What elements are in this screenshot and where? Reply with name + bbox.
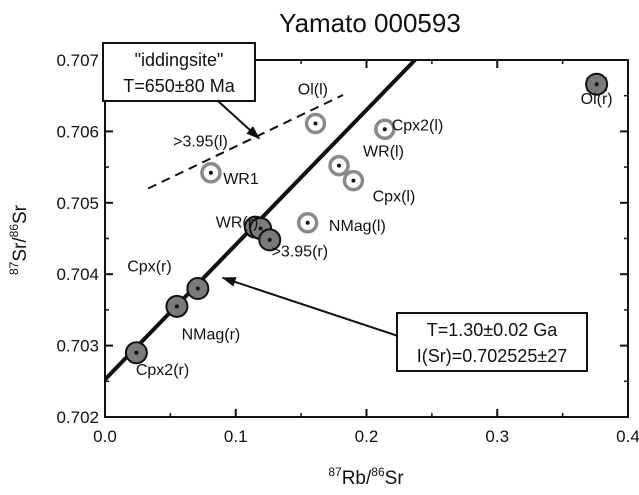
leachate-point	[296, 212, 319, 234]
annotation-line: T=650±80 Ma	[123, 76, 235, 96]
point-label: WR(l)	[363, 144, 404, 161]
point-label: Cpx(r)	[127, 259, 171, 276]
residue-point	[165, 294, 189, 318]
x-label-main: Rb/	[342, 468, 372, 489]
y-label-sup: 87	[7, 261, 21, 275]
point-label: NMag(r)	[182, 326, 241, 343]
point-label: >3.95(l)	[173, 134, 228, 151]
leachate-point-center	[208, 170, 213, 175]
x-tick-label: 0.1	[224, 427, 248, 446]
x-tick-label: 0.0	[93, 427, 117, 446]
leachate-point	[200, 162, 222, 184]
point-label: NMag(l)	[329, 218, 386, 235]
point-label: Ol(r)	[581, 91, 613, 108]
tick-labels: 0.0 0.1 0.2 0.3 0.4 0.702 0.703 0.704 0.705 0.706…	[56, 51, 639, 446]
y-tick-label: 0.705	[56, 194, 99, 213]
residue-point-center	[267, 237, 272, 242]
y-label-main: Sr/	[10, 237, 31, 262]
residue-point-center	[174, 304, 179, 309]
y-tick-label: 0.704	[56, 265, 99, 284]
x-tick-label: 0.3	[485, 427, 509, 446]
residue-point	[124, 341, 148, 365]
y-axis-label: 87Sr/86Sr	[7, 204, 31, 275]
residue-point-center	[594, 82, 599, 87]
point-label: Ol(l)	[298, 82, 328, 99]
leachate-point-center	[351, 178, 356, 183]
residue-point-center	[258, 226, 263, 231]
leachate-point	[374, 118, 396, 141]
residue-point	[186, 276, 210, 300]
point-label: WR(r)	[216, 214, 259, 231]
leachate-point	[342, 169, 365, 192]
point-label: WR1	[223, 171, 259, 188]
x-tick-label: 0.2	[355, 427, 379, 446]
residue-point	[258, 228, 282, 252]
y-tick-label: 0.702	[56, 408, 99, 427]
residue-point-center	[134, 350, 139, 355]
x-axis-label: 87Rb/86Sr	[328, 465, 404, 489]
annotation-arrow	[217, 100, 261, 140]
point-label: Cpx2(r)	[136, 362, 189, 379]
annotation-arrow	[221, 276, 399, 337]
y-tick-label: 0.703	[56, 337, 99, 356]
x-label-sup2: 86	[371, 465, 385, 479]
point-label: Cpx(l)	[373, 189, 416, 206]
x-label-tail: Sr	[385, 468, 405, 489]
annotation-line: "iddingsite"	[135, 50, 224, 70]
y-label-tail: Sr	[10, 204, 31, 224]
leachate-point	[304, 112, 327, 135]
annotation-box	[396, 312, 588, 372]
leachate-point	[328, 154, 350, 177]
isochron-line	[105, 60, 418, 381]
y-label-sup2: 86	[7, 224, 21, 238]
leachate-point-center	[313, 121, 318, 126]
x-label-sup: 87	[328, 465, 342, 479]
residue-point-center	[195, 286, 200, 291]
leachate-point-center	[305, 220, 310, 225]
y-tick-label: 0.706	[56, 122, 99, 141]
annotation-line: T=1.30±0.02 Ga	[427, 320, 558, 340]
point-label: >3.95(r)	[272, 244, 328, 261]
leachate-point-center	[382, 127, 387, 132]
annotation-box	[102, 42, 256, 102]
point-label: Cpx2(l)	[392, 117, 444, 134]
annotation-line: I(Sr)=0.702525±27	[417, 346, 567, 366]
x-tick-label: 0.4	[616, 427, 639, 446]
annotation-isochron-age: T=1.30±0.02 Ga I(Sr)=0.702525±27	[221, 276, 588, 372]
annotation-iddingsite: "iddingsite" T=650±80 Ma	[102, 42, 261, 140]
y-tick-label: 0.707	[56, 51, 99, 70]
chart-title: Yamato 000593	[279, 8, 461, 38]
dashed-line	[147, 94, 344, 190]
residue-points	[124, 72, 609, 365]
point-labels: Ol(r) Ol(l) Cpx2(l) >3.95(l) WR(l) Cpx(l) WR1 W…	[127, 82, 612, 380]
residue-point	[585, 72, 609, 96]
leachate-point-center	[337, 163, 342, 168]
leachate-points	[200, 112, 396, 234]
